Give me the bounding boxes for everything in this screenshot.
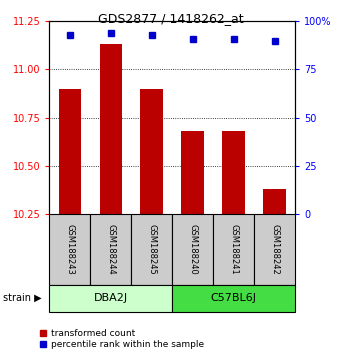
Text: GDS2877 / 1418262_at: GDS2877 / 1418262_at	[98, 12, 243, 25]
Text: GSM188242: GSM188242	[270, 224, 279, 275]
Text: GSM188243: GSM188243	[65, 224, 74, 275]
Text: GSM188240: GSM188240	[188, 224, 197, 275]
Text: strain ▶: strain ▶	[3, 293, 42, 303]
Bar	[131, 214, 172, 285]
Bar	[172, 285, 295, 312]
Text: C57BL6J: C57BL6J	[211, 293, 256, 303]
Legend: transformed count, percentile rank within the sample: transformed count, percentile rank withi…	[39, 329, 204, 349]
Bar	[181, 131, 204, 214]
Bar	[172, 214, 213, 285]
Bar	[49, 214, 90, 285]
Bar	[90, 214, 131, 285]
Bar	[59, 89, 81, 214]
Bar	[140, 89, 163, 214]
Bar	[49, 285, 172, 312]
Text: GSM188241: GSM188241	[229, 224, 238, 275]
Text: GSM188244: GSM188244	[106, 224, 115, 275]
Bar	[222, 131, 245, 214]
Bar	[213, 214, 254, 285]
Text: GSM188245: GSM188245	[147, 224, 156, 275]
Bar	[254, 214, 295, 285]
Text: DBA2J: DBA2J	[94, 293, 128, 303]
Bar	[100, 44, 122, 214]
Bar	[263, 189, 286, 214]
